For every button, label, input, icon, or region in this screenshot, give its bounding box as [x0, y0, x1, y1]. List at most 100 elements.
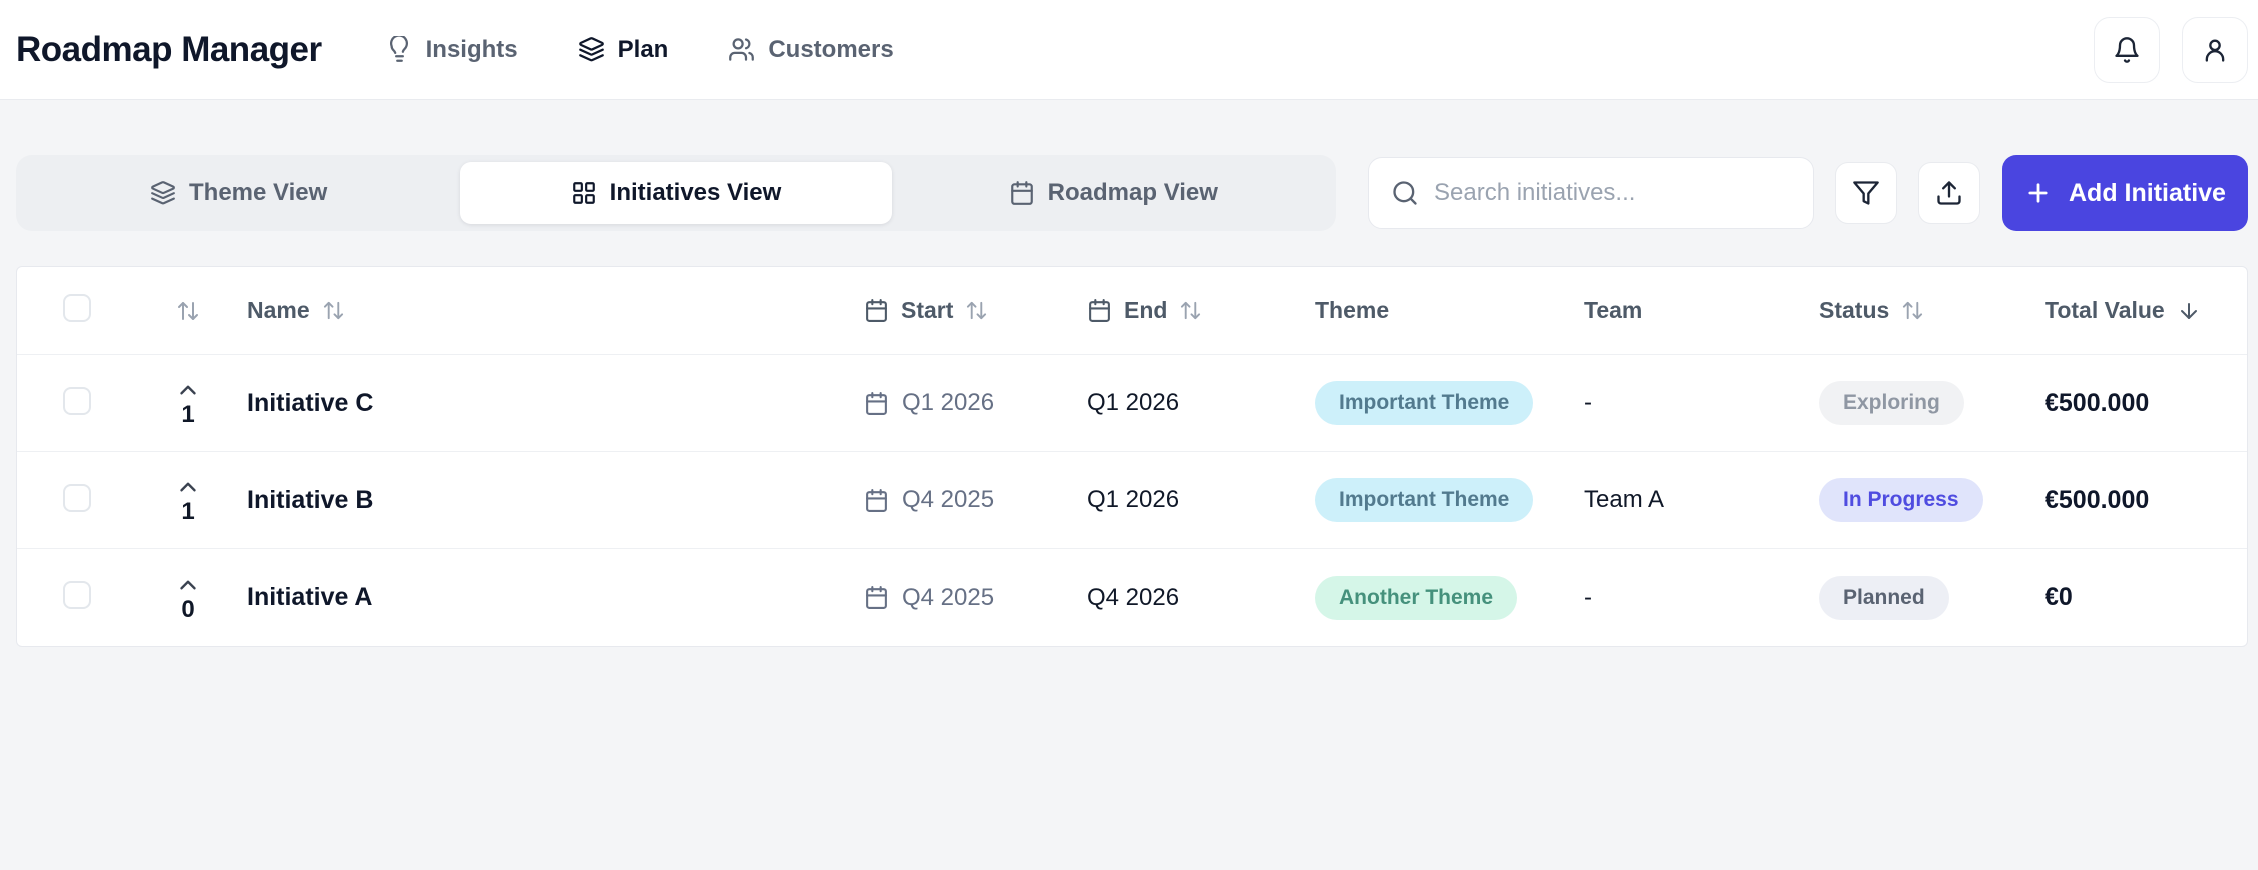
nav-item-customers[interactable]: Customers [728, 35, 894, 64]
user-icon [2201, 36, 2229, 64]
nav-item-label: Customers [768, 35, 894, 63]
sort-desc-icon [2177, 299, 2201, 323]
upvote-control[interactable]: 1 [166, 377, 210, 429]
app-header: Roadmap Manager Insights Plan Customers [0, 0, 2258, 100]
total-value: €500.000 [2045, 485, 2150, 514]
calendar-icon [864, 585, 889, 610]
tab-label: Roadmap View [1047, 179, 1218, 206]
table-row: 1 Initiative C Q1 2026 Q1 2026 Important… [17, 355, 2247, 452]
column-label: Total Value [2045, 297, 2165, 323]
nav-item-insights[interactable]: Insights [386, 36, 518, 64]
tab-initiatives-view[interactable]: Initiatives View [460, 162, 892, 224]
status-badge: Planned [1819, 575, 1949, 620]
search-icon [1391, 179, 1419, 207]
tab-label: Theme View [189, 179, 328, 206]
team-cell: - [1584, 583, 1592, 611]
upload-icon [1935, 179, 1963, 207]
add-initiative-button[interactable]: Add Initiative [2001, 155, 2248, 231]
team-cell: Team A [1584, 486, 1665, 513]
column-header-end[interactable]: End [1087, 297, 1315, 324]
table-header-row: Name Start End Theme [17, 267, 2247, 355]
search-input[interactable] [1434, 179, 1792, 207]
vote-count: 0 [181, 595, 195, 623]
vote-count: 1 [181, 498, 195, 525]
team-cell: - [1584, 389, 1592, 416]
row-checkbox[interactable] [63, 386, 91, 415]
nav-item-plan[interactable]: Plan [578, 36, 668, 64]
start-date: Q4 2025 [902, 486, 995, 513]
column-header-total-value[interactable]: Total Value [2045, 297, 2247, 324]
app-title: Roadmap Manager [16, 29, 322, 69]
filter-button[interactable] [1835, 162, 1898, 224]
tab-label: Initiatives View [609, 179, 782, 206]
calendar-icon [1087, 298, 1112, 323]
chevron-up-icon [175, 377, 201, 403]
notifications-button[interactable] [2094, 16, 2160, 83]
calendar-icon [1009, 180, 1035, 206]
main-nav: Insights Plan Customers [386, 36, 894, 64]
vote-count: 1 [181, 401, 195, 428]
end-date: Q4 2026 [1087, 583, 1180, 611]
column-header-theme[interactable]: Theme [1315, 297, 1584, 324]
view-switcher: Theme View Initiatives View Roadmap View [16, 155, 1336, 231]
row-checkbox[interactable] [63, 581, 91, 609]
export-button[interactable] [1918, 162, 1980, 224]
column-label: Status [1819, 297, 1890, 323]
table-row: 0 Initiative A Q4 2025 Q4 2026 Another T… [17, 549, 2247, 646]
upvote-control[interactable]: 0 [166, 572, 210, 624]
sort-updown-icon [176, 299, 200, 323]
column-header-team[interactable]: Team [1584, 297, 1819, 324]
end-date: Q1 2026 [1087, 389, 1180, 416]
search-box [1368, 157, 1815, 229]
calendar-icon [864, 298, 889, 323]
column-label: Theme [1315, 297, 1390, 323]
status-badge: Exploring [1819, 381, 1964, 425]
sort-updown-icon [965, 299, 988, 322]
status-badge: In Progress [1819, 478, 1983, 522]
column-header-name[interactable]: Name [234, 297, 864, 324]
grid-icon [571, 180, 597, 206]
theme-badge: Another Theme [1315, 575, 1518, 620]
theme-badge: Important Theme [1315, 478, 1534, 522]
column-header-status[interactable]: Status [1819, 297, 2045, 324]
column-header-votes[interactable] [142, 299, 234, 323]
end-date: Q1 2026 [1087, 486, 1180, 513]
column-label: Start [901, 297, 954, 323]
upvote-control[interactable]: 1 [166, 474, 210, 526]
total-value: €500.000 [2045, 388, 2150, 417]
chevron-up-icon [175, 572, 201, 598]
plus-icon [2024, 179, 2052, 207]
sort-updown-icon [322, 299, 345, 322]
column-label: Team [1584, 297, 1643, 323]
bell-icon [2113, 36, 2141, 64]
initiative-name[interactable]: Initiative A [247, 583, 373, 611]
start-date: Q1 2026 [902, 389, 995, 416]
users-icon [728, 36, 755, 63]
column-label: End [1124, 297, 1168, 323]
toolbar: Theme View Initiatives View Roadmap View [16, 155, 2248, 231]
total-value: €0 [2045, 583, 2073, 611]
calendar-icon [864, 488, 889, 513]
nav-item-label: Insights [425, 35, 518, 63]
tab-theme-view[interactable]: Theme View [23, 162, 454, 224]
column-header-start[interactable]: Start [864, 297, 1087, 324]
theme-badge: Important Theme [1315, 381, 1534, 425]
funnel-icon [1852, 179, 1880, 207]
profile-button[interactable] [2182, 16, 2248, 83]
initiative-name[interactable]: Initiative B [247, 485, 374, 514]
row-checkbox[interactable] [63, 483, 91, 512]
layers-icon [578, 36, 605, 63]
tab-roadmap-view[interactable]: Roadmap View [898, 162, 1329, 224]
select-all-checkbox[interactable] [63, 294, 91, 322]
initiative-name[interactable]: Initiative C [247, 388, 374, 417]
column-label: Name [247, 297, 310, 323]
add-initiative-label: Add Initiative [2069, 178, 2226, 207]
calendar-icon [864, 391, 889, 416]
initiatives-table: Name Start End Theme [16, 266, 2248, 647]
sort-updown-icon [1179, 299, 1202, 322]
table-row: 1 Initiative B Q4 2025 Q1 2026 Important… [17, 452, 2247, 549]
chevron-up-icon [175, 474, 201, 500]
lightbulb-icon [386, 36, 413, 63]
start-date: Q4 2025 [902, 583, 995, 611]
header-actions [2094, 16, 2248, 83]
